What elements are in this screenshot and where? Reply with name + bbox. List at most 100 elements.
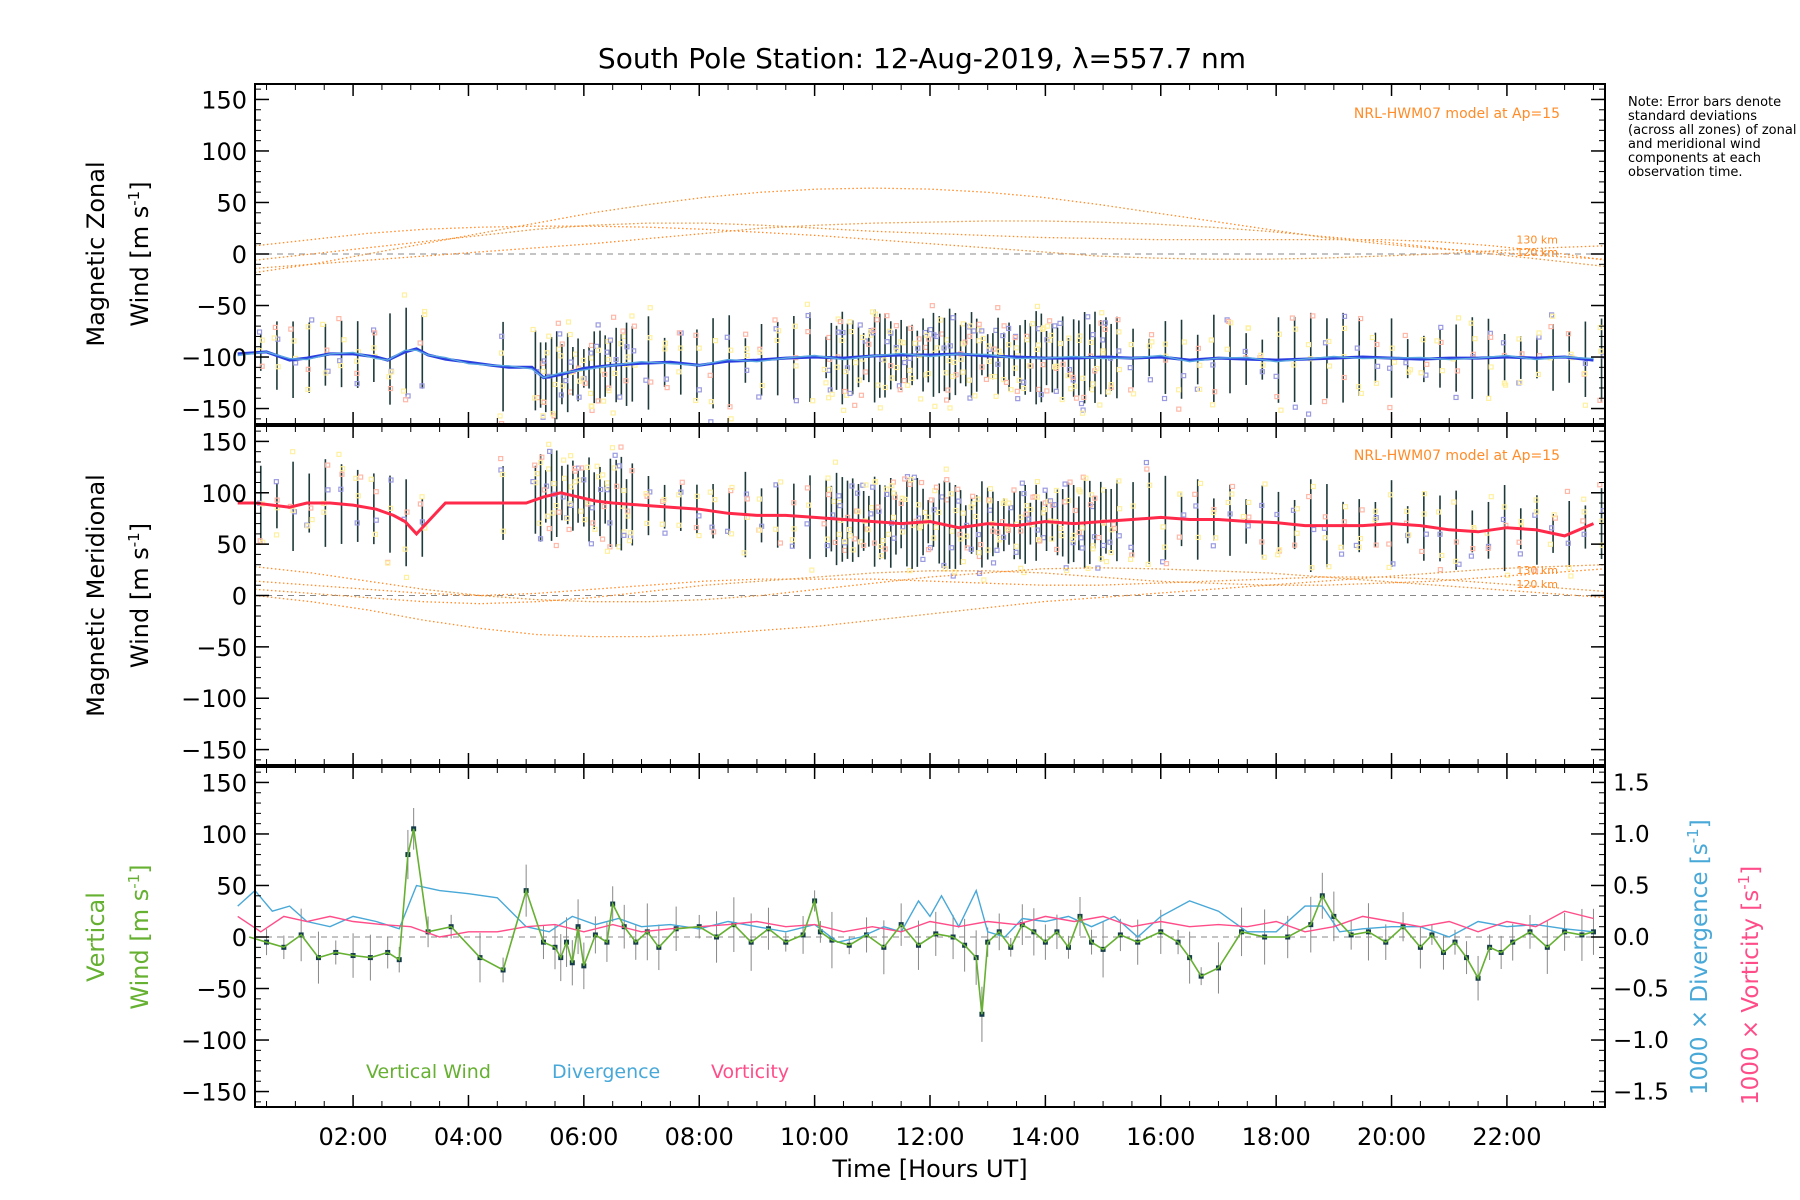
observation-point — [305, 324, 311, 330]
observation-point — [1326, 363, 1333, 369]
observation-point — [1229, 483, 1236, 490]
observation-point — [1259, 502, 1265, 509]
observation-point — [1096, 534, 1102, 541]
x-axis-tick-label: 02:00 — [318, 1123, 387, 1151]
observation-point — [711, 529, 717, 535]
observation-point — [792, 323, 798, 329]
observation-point — [662, 340, 669, 346]
observation-point — [370, 327, 377, 333]
observation-point — [595, 347, 602, 353]
observation-point — [1387, 492, 1393, 498]
observation-point — [1211, 506, 1217, 513]
observation-point — [273, 532, 280, 538]
observation-point — [560, 383, 566, 389]
observation-point — [1102, 326, 1108, 332]
observation-point — [1369, 334, 1375, 341]
observation-point — [953, 507, 959, 514]
observation-point — [1128, 544, 1134, 550]
y-axis-title-line2: Wind [m s-1] — [125, 864, 154, 1009]
observation-point — [1006, 342, 1012, 348]
observation-point — [1420, 337, 1426, 343]
observation-point — [918, 396, 924, 402]
observation-point — [1277, 547, 1283, 553]
observation-point — [1292, 326, 1299, 332]
observation-point — [883, 486, 889, 492]
observation-point — [616, 463, 623, 469]
observation-point — [865, 527, 871, 533]
observation-point — [1090, 546, 1096, 552]
observation-point — [861, 542, 867, 549]
vorticity-axis-unit-sup: -1 — [1735, 875, 1753, 890]
observation-point — [354, 370, 360, 376]
observation-point — [1100, 542, 1107, 549]
observation-point — [613, 356, 619, 363]
observation-point — [1359, 507, 1365, 513]
observation-point — [564, 515, 570, 521]
observation-point — [275, 364, 281, 370]
observation-point — [1517, 551, 1523, 557]
observation-point — [1127, 365, 1133, 371]
observation-point — [621, 532, 627, 538]
observation-point — [993, 327, 999, 333]
observation-point — [696, 345, 702, 351]
y-axis-tick-label: −100 — [181, 685, 247, 713]
observation-point — [560, 494, 566, 500]
observation-point — [1149, 339, 1155, 345]
observation-point — [1008, 387, 1014, 393]
observation-point — [884, 491, 890, 497]
observation-point — [625, 508, 631, 514]
y-axis-tick-label: 0 — [232, 924, 247, 952]
observation-point — [1000, 333, 1006, 339]
y-axis-tick-label: 50 — [216, 872, 247, 900]
observation-point — [388, 477, 394, 483]
observation-point — [1259, 369, 1265, 375]
observation-point — [1468, 320, 1474, 326]
observation-point — [625, 354, 631, 360]
observation-point — [936, 509, 942, 515]
observation-point — [1373, 542, 1379, 548]
observation-point — [555, 320, 561, 326]
observation-point — [931, 507, 937, 513]
observation-point — [290, 507, 296, 513]
observation-point — [951, 569, 957, 575]
observation-point — [1181, 512, 1187, 518]
observation-point — [1485, 545, 1491, 551]
observation-point — [849, 483, 855, 489]
observation-point — [589, 355, 595, 361]
observation-point — [991, 346, 997, 352]
observation-point — [594, 463, 600, 469]
observation-point — [712, 497, 718, 503]
observation-point — [321, 509, 327, 515]
observation-point — [1421, 491, 1428, 497]
observation-point — [886, 328, 893, 334]
observation-point — [336, 316, 342, 322]
observation-point — [605, 356, 612, 362]
observation-point — [1305, 411, 1312, 417]
observation-point — [1535, 371, 1541, 377]
y-axis-tick-label: −150 — [181, 396, 247, 424]
observation-point — [1065, 497, 1071, 504]
observation-point — [1292, 404, 1298, 410]
observation-point — [498, 350, 505, 356]
observation-point — [1240, 513, 1247, 520]
observation-point — [1404, 508, 1410, 514]
observation-point — [830, 512, 836, 518]
model-label: NRL-HWM07 model at Ap=15 — [1354, 106, 1560, 122]
observation-point — [1062, 481, 1068, 487]
observation-point — [1013, 549, 1019, 555]
observation-point — [863, 369, 869, 375]
observation-point — [1470, 546, 1476, 552]
observation-point — [559, 341, 565, 347]
observation-point — [604, 480, 611, 486]
observation-point — [417, 340, 423, 346]
observation-point — [772, 317, 778, 323]
observation-point — [643, 377, 649, 383]
observation-point — [939, 494, 945, 500]
observation-point — [712, 338, 719, 344]
observation-point — [824, 536, 831, 542]
observation-point — [1210, 362, 1216, 368]
observation-point — [863, 482, 869, 488]
observation-point — [1486, 395, 1492, 401]
observation-point — [1053, 487, 1060, 494]
observation-point — [1197, 362, 1203, 368]
